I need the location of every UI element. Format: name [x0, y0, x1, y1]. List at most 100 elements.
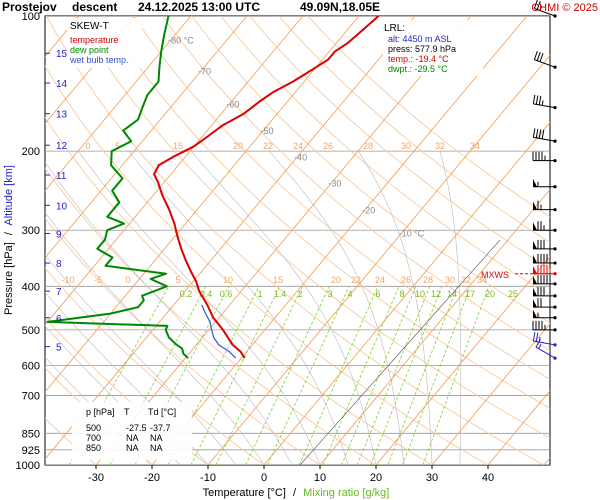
altitude-tick-label: 14 — [56, 79, 68, 90]
table-cell: NA — [150, 433, 163, 443]
series-line-temperature — [153, 16, 380, 359]
isotherm-line — [151, 16, 528, 465]
wind-barb — [533, 309, 557, 320]
altitude-tick-label: 11 — [56, 171, 67, 182]
wind-barb — [535, 339, 557, 360]
dry-adiabat-label: 22 — [263, 141, 273, 151]
title-station: Prostejov — [2, 0, 57, 14]
isotherm-line — [207, 54, 550, 465]
isotherm-label: -60 — [226, 100, 239, 110]
altitude-tick-label: 6 — [56, 314, 62, 325]
mixing-ratio-label: 8 — [399, 289, 404, 299]
moist-adiabat-line — [439, 151, 462, 465]
mixing-ratio-label: 12 — [431, 289, 441, 299]
dry-adiabat-line — [45, 217, 321, 465]
wind-barb — [533, 264, 557, 276]
copyright: CHMI © 2025 — [531, 2, 598, 14]
table-cell: 500 — [86, 423, 101, 433]
mixing-ratio-label: 1.4 — [274, 289, 287, 299]
isotherm-label: -70 — [198, 67, 211, 77]
table-cell: NA — [126, 433, 139, 443]
temperature-tick-label: -30 — [88, 472, 104, 484]
mixing-ratio-line — [299, 286, 379, 465]
isotherm-label: -80 °C — [168, 35, 194, 45]
dry-adiabat-label: 0 — [85, 141, 90, 151]
dry-adiabat-line — [45, 417, 97, 465]
table-cell: -37.7 — [150, 423, 171, 433]
isotherm-label: -10 °C — [399, 229, 425, 239]
mixing-ratio-label: 0.4 — [200, 289, 213, 299]
pressure-tick-label: 100 — [22, 11, 40, 23]
moist-adiabat-line — [128, 151, 349, 465]
mixing-ratio-line — [322, 286, 400, 465]
isotherm-label: -40 — [294, 153, 307, 163]
lrl-press: press: 577.9 hPa — [388, 44, 456, 54]
isotherm-line — [375, 255, 550, 465]
isotherm-line — [95, 16, 472, 465]
dry-adiabat-label: 28 — [423, 275, 433, 285]
dry-adiabat-label: 32 — [435, 141, 445, 151]
pressure-tick-label: 850 — [22, 428, 40, 440]
pressure-tick-label: 300 — [22, 225, 40, 237]
xlabel-temp: Temperature [°C] — [203, 487, 286, 499]
moist-adiabat-line — [45, 161, 293, 465]
altitude-tick-label: 13 — [56, 110, 68, 121]
dry-adiabat-line — [278, 16, 550, 244]
isotherm-line — [45, 16, 248, 259]
pressure-tick-label: 600 — [22, 360, 40, 372]
isotherm-line — [45, 16, 192, 192]
dry-adiabat-label: 15 — [273, 275, 283, 285]
table-cell: 850 — [86, 443, 101, 453]
dry-adiabat-label: -5 — [94, 275, 102, 285]
isotherm-line — [45, 16, 136, 125]
dry-adiabat-label: 24 — [293, 141, 303, 151]
plot-area — [44, 15, 551, 466]
pressure-tick-label: 700 — [22, 390, 40, 402]
mixing-ratio-label: 20 — [485, 289, 495, 299]
temperature-tick-label: 0 — [261, 472, 267, 484]
lrl-alt: alt: 4450 m ASL — [388, 34, 452, 44]
table-header: p [hPa] — [86, 407, 115, 417]
mixing-ratio-line — [134, 286, 230, 465]
mixing-ratio-line — [245, 286, 330, 465]
mixing-ratio-label: 25 — [508, 289, 518, 299]
dry-adiabat-line — [133, 16, 550, 380]
dry-adiabat-label: 15 — [173, 141, 183, 151]
temperature-tick-label: 10 — [314, 472, 326, 484]
mixing-ratio-line — [341, 286, 417, 465]
pressure-tick-label: 200 — [22, 146, 40, 158]
moist-adiabat-line — [358, 151, 433, 465]
dry-adiabat-label: 22 — [351, 275, 361, 285]
isotherm-line — [263, 121, 550, 465]
isotherm-label: -50 — [261, 126, 274, 136]
mixing-ratio-label: 3 — [327, 289, 332, 299]
altitude-tick-label: 9 — [56, 229, 62, 240]
mixing-ratio-label: 0.6 — [220, 289, 233, 299]
isotherm-line — [45, 16, 416, 460]
xlabel-sep: / — [293, 487, 297, 499]
mixing-ratio-line — [109, 286, 207, 465]
mixing-ratio-line — [402, 286, 471, 465]
moist-adiabat-line — [45, 211, 265, 465]
wind-barb — [533, 178, 557, 189]
moist-adiabat-line — [78, 151, 321, 465]
dry-adiabat-label: 32 — [461, 275, 471, 285]
svg-text:Pressure [hPa] / A: Pressure [hPa] / Altitude [km] — [3, 165, 15, 315]
ylabel-altitude: Altitude [km] — [3, 165, 15, 226]
dry-adiabat-label: 24 — [375, 275, 385, 285]
dry-adiabat-line — [45, 116, 433, 465]
isotherm-line — [319, 188, 550, 465]
table-cell: NA — [150, 443, 163, 453]
dry-adiabat-line — [45, 65, 489, 465]
pressure-tick-label: 500 — [22, 325, 40, 337]
dry-adiabat-line — [45, 267, 265, 465]
mixing-ratio-line — [68, 286, 169, 465]
dry-adiabat-label: 0 — [125, 275, 130, 285]
isotherm-line — [431, 322, 550, 465]
mxws-label: MXWS — [481, 270, 509, 280]
lrl-temp: temp.: -19.4 °C — [388, 54, 449, 64]
wind-barb — [532, 332, 557, 347]
dry-adiabat-line — [46, 16, 545, 465]
mixing-ratio-label: 0.2 — [180, 289, 193, 299]
